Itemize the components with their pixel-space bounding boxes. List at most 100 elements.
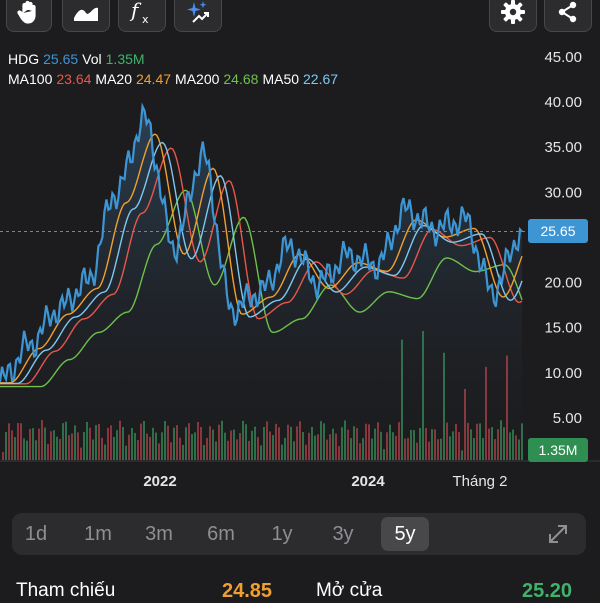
volume-bar	[269, 431, 271, 460]
legend-ma200-value: 24.68	[223, 71, 259, 87]
volume-bar	[143, 420, 145, 460]
chart-type-button[interactable]	[62, 0, 110, 32]
price-line	[0, 102, 523, 384]
volume-bar	[53, 430, 55, 460]
volume-bar	[491, 427, 493, 460]
volume-bar	[302, 432, 304, 460]
line-chart-icon	[71, 0, 101, 24]
expand-chart-button[interactable]	[546, 522, 570, 546]
volume-bar	[353, 426, 355, 460]
volume-bar	[275, 423, 277, 460]
y-tick-label: 5.00	[553, 410, 582, 427]
y-tick-label: 20.00	[544, 275, 582, 292]
volume-bar	[368, 424, 370, 460]
volume-bar	[401, 339, 403, 460]
volume-bar	[281, 444, 283, 460]
range-tab-3m[interactable]: 3m	[145, 522, 173, 545]
x-tick-label: 2022	[143, 473, 176, 490]
volume-bar	[449, 436, 451, 460]
volume-bar	[155, 432, 157, 460]
volume-bar	[260, 445, 262, 460]
volume-bar	[38, 428, 40, 460]
volume-bar	[458, 431, 460, 460]
volume-bar	[98, 423, 100, 460]
volume-bar	[443, 352, 445, 460]
volume-bar	[14, 437, 16, 460]
sparkle-icon	[184, 0, 212, 25]
volume-bar	[389, 424, 391, 460]
range-tab-6m[interactable]: 6m	[207, 522, 235, 545]
settings-button[interactable]	[489, 0, 537, 32]
range-tab-1y[interactable]: 1y	[271, 522, 293, 545]
volume-bar	[188, 423, 190, 460]
volume-bar	[455, 423, 457, 460]
hand-icon	[16, 0, 42, 25]
volume-bar	[233, 429, 235, 460]
volume-bar	[500, 420, 502, 460]
volume-bar	[206, 437, 208, 460]
volume-bar	[128, 434, 130, 460]
volume-bar	[407, 438, 409, 460]
volume-bar	[338, 446, 340, 460]
volume-bar	[470, 429, 472, 460]
volume-bar	[509, 432, 511, 460]
hand-tool-button[interactable]	[6, 0, 52, 32]
range-tab-1m[interactable]: 1m	[84, 522, 112, 545]
volume-bar	[83, 431, 85, 460]
volume-bar	[221, 420, 223, 460]
volume-bar	[197, 421, 199, 460]
volume-bar	[26, 440, 28, 460]
legend-volume: 1.35M	[105, 51, 145, 67]
volume-bar	[380, 431, 382, 460]
volume-bar	[248, 440, 250, 460]
volume-bar	[167, 425, 169, 460]
volume-bar	[80, 447, 82, 460]
volume-bar	[137, 440, 139, 460]
y-tick-label: 40.00	[544, 94, 582, 111]
share-button[interactable]	[544, 0, 592, 32]
volume-bar	[182, 444, 184, 460]
volume-bar	[476, 423, 478, 460]
volume-bar	[326, 439, 328, 460]
volume-bar	[473, 437, 475, 460]
volume-bar	[512, 429, 514, 460]
ai-button[interactable]	[174, 0, 222, 32]
ma50-line	[0, 141, 523, 385]
range-tab-3y[interactable]: 3y	[332, 522, 354, 545]
volume-bar	[467, 422, 469, 460]
volume-bar	[254, 426, 256, 460]
volume-bar	[101, 437, 103, 460]
volume-bar	[131, 428, 133, 460]
volume-bar	[20, 423, 22, 460]
volume-bar	[59, 439, 61, 460]
volume-bar	[194, 432, 196, 460]
volume-bar	[383, 449, 385, 460]
volume-bar	[218, 424, 220, 460]
share-icon	[555, 0, 581, 25]
chart-legend-price: HDG 25.65 Vol 1.35M	[8, 51, 149, 67]
legend-vol-label: Vol	[82, 51, 102, 67]
price-chart[interactable]: 45.0040.0035.0030.0025.0020.0015.0010.00…	[0, 40, 600, 500]
volume-bar	[239, 433, 241, 460]
volume-bar	[290, 426, 292, 460]
x-tick-label: Tháng 2	[452, 473, 507, 490]
volume-bar	[434, 429, 436, 460]
volume-bar	[158, 443, 160, 460]
volume-bar	[386, 432, 388, 460]
volume-bar	[392, 432, 394, 460]
volume-bar	[278, 427, 280, 460]
volume-bar	[11, 430, 13, 460]
volume-bar	[149, 436, 151, 460]
price-chart-svg[interactable]: 45.0040.0035.0030.0025.0020.0015.0010.00…	[0, 40, 600, 500]
range-tab-1d[interactable]: 1d	[24, 522, 48, 545]
volume-bar	[227, 440, 229, 460]
range-tab-5y[interactable]: 5y	[381, 517, 429, 551]
volume-bar	[344, 420, 346, 460]
last-price-badge-text: 25.65	[540, 223, 576, 239]
legend-ma200-label: MA200	[175, 71, 220, 87]
volume-bar	[419, 427, 421, 460]
volume-bar	[95, 425, 97, 460]
volume-bar	[323, 423, 325, 460]
last-volume-badge-text: 1.35M	[538, 442, 578, 458]
